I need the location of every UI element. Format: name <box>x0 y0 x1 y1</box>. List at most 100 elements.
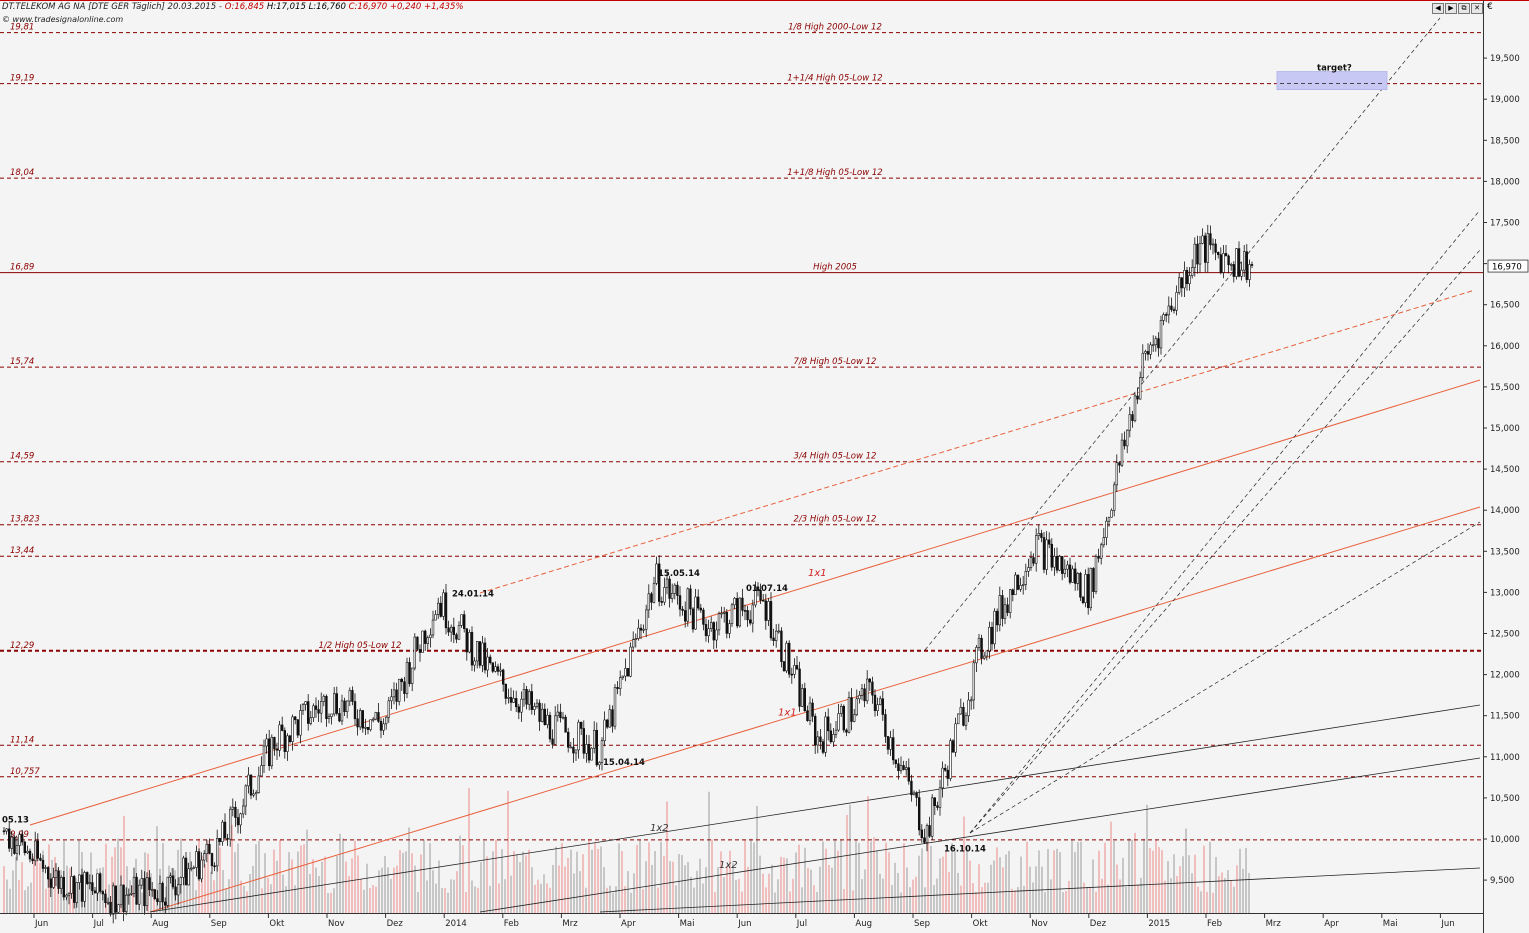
last-price-label: 16,970 <box>1492 263 1522 273</box>
y-tick-label: 10,500 <box>1490 794 1520 804</box>
annotation-label: 01.07.14 <box>746 584 788 594</box>
candle-body <box>473 660 476 666</box>
candle-body <box>2 830 6 833</box>
candle-body <box>673 584 677 594</box>
candle-body <box>439 602 442 617</box>
candle-body <box>865 678 869 702</box>
candle-body <box>837 713 840 731</box>
candle-body <box>946 769 950 779</box>
annotation-label: target? <box>1317 63 1352 73</box>
candle-body <box>819 736 822 742</box>
candle-body <box>322 695 325 702</box>
candle-body <box>1139 377 1142 400</box>
candle-body <box>977 637 981 648</box>
candle-body <box>982 655 986 659</box>
candle-body <box>273 736 276 750</box>
low-label: L:16,760 <box>308 2 346 12</box>
candle-body <box>626 668 630 677</box>
candle-body <box>702 609 705 625</box>
y-tick-label: 13,000 <box>1490 588 1520 598</box>
x-tick-label: Sep <box>914 919 930 929</box>
candle-body <box>590 747 593 761</box>
candle-body <box>1230 264 1233 266</box>
candle-body <box>418 649 422 653</box>
candle-body <box>915 792 918 798</box>
candle-body <box>1021 584 1025 586</box>
candle-body <box>686 588 690 622</box>
candle-body <box>1087 574 1090 609</box>
candle-body <box>868 678 872 683</box>
candle-body <box>1248 264 1251 280</box>
candle-body <box>379 721 383 731</box>
candle-body <box>335 693 338 714</box>
candle-body <box>59 877 63 889</box>
candle-body <box>891 737 895 761</box>
candle-body <box>1250 264 1254 266</box>
candle-body <box>1081 596 1085 604</box>
candle-body <box>899 765 903 772</box>
candle-body <box>208 843 211 854</box>
restore-button[interactable]: ⧉ <box>1458 3 1470 14</box>
candle-body <box>28 850 32 860</box>
candle-body <box>395 689 398 702</box>
candle-body <box>592 729 596 749</box>
candle-body <box>917 797 921 831</box>
candle-body <box>941 767 944 789</box>
chart-header: DT.TELEKOM AG NA [DTE GER Täglich] 20.03… <box>2 2 464 12</box>
candle-body <box>8 828 11 849</box>
candle-body <box>816 736 820 746</box>
candle-body <box>743 610 747 612</box>
candle-body <box>486 656 489 671</box>
candle-body <box>621 675 625 678</box>
candle-body <box>1027 567 1030 572</box>
candle-body <box>1045 539 1048 570</box>
candle-body <box>184 857 188 886</box>
candle-body <box>852 714 856 722</box>
candle-body <box>1191 267 1194 276</box>
candle-body <box>392 689 396 698</box>
y-tick-label: 17,500 <box>1490 219 1520 229</box>
candle-body <box>434 614 437 621</box>
candle-body <box>413 636 416 669</box>
candle-body <box>504 683 507 699</box>
candle-body <box>361 710 364 729</box>
candle-body <box>985 650 989 657</box>
candle-body <box>481 642 484 666</box>
candle-body <box>104 893 107 903</box>
candle-body <box>793 665 796 675</box>
candle-body <box>501 669 505 685</box>
scroll-right-button[interactable]: ▶ <box>1445 3 1457 14</box>
candle-body <box>358 710 362 728</box>
x-tick-label: 2015 <box>1148 919 1170 929</box>
candle-body <box>1029 557 1033 568</box>
candle-body <box>156 898 159 903</box>
candle-body <box>1115 462 1119 486</box>
candle-body <box>507 696 510 699</box>
candle-body <box>1006 604 1009 613</box>
candle-body <box>1058 556 1061 571</box>
x-tick-label: Dez <box>1090 919 1107 929</box>
annotation-label: 24.01.14 <box>452 590 494 600</box>
candle-body <box>556 711 560 717</box>
candle-body <box>1084 574 1087 604</box>
candle-body <box>608 709 612 728</box>
candle-body <box>616 687 619 689</box>
candle-body <box>13 836 16 854</box>
candle-body <box>288 735 292 743</box>
candle-body <box>340 700 344 722</box>
candle-body <box>969 699 973 702</box>
candle-body <box>70 876 73 894</box>
candle-body <box>1120 439 1124 466</box>
candle-body <box>1204 235 1207 263</box>
candle-body <box>832 734 835 743</box>
candle-body <box>468 632 471 653</box>
candle-body <box>1123 439 1126 447</box>
candle-body <box>774 630 778 641</box>
close-button[interactable]: ✕ <box>1471 3 1483 14</box>
last-price-box <box>1487 259 1529 273</box>
candle-body <box>642 628 645 631</box>
candle-body <box>782 661 786 672</box>
candle-body <box>338 713 341 722</box>
x-tick-label: Aug <box>152 919 169 929</box>
scroll-left-button[interactable]: ◀ <box>1432 3 1444 14</box>
